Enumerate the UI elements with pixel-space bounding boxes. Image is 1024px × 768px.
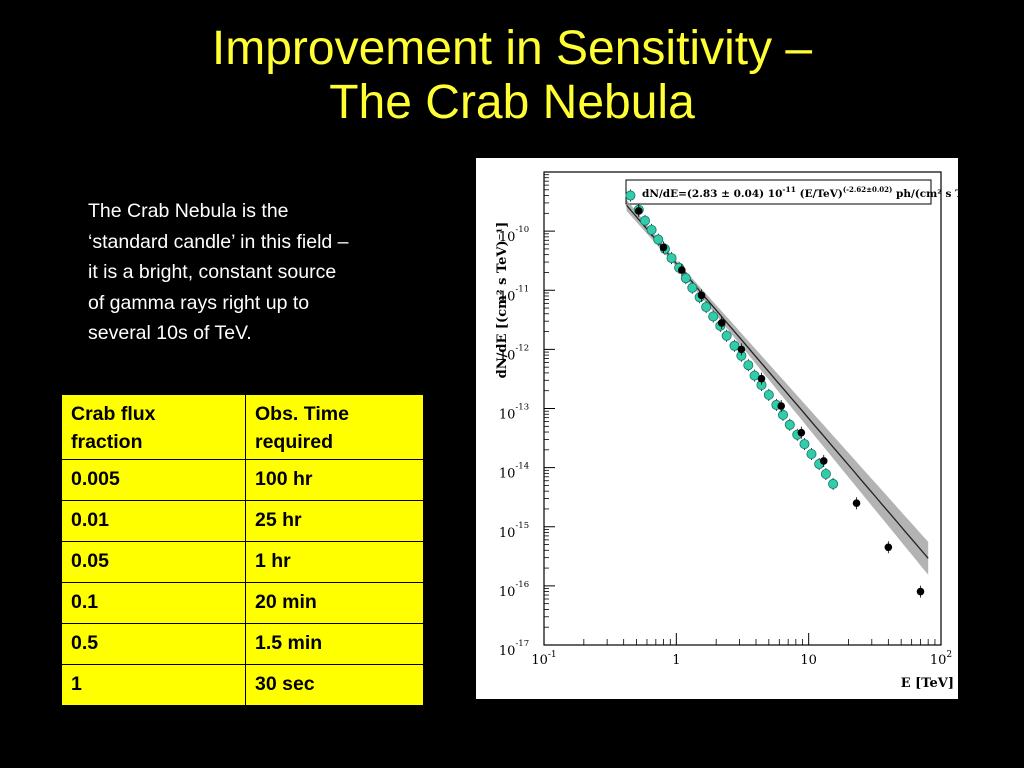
data-point-teal [778,409,789,420]
x-tick-label: 10 [800,653,817,668]
data-point-teal [743,360,754,371]
legend-text: dN/dE=(2.83 ± 0.04) 10-11 (E/TeV)(-2.62±… [642,185,958,200]
table-row: 0.5 1.5 min [61,623,424,665]
data-point-black [819,457,828,465]
y-tick-label: 10-15 [499,521,529,541]
description-line-3: it is a bright, constant source [88,261,337,283]
description-line-1: The Crab Nebula is the [88,200,289,222]
data-point-teal [729,340,740,351]
data-point-teal [646,224,657,235]
crab-flux-table: Crab flux fraction Obs. Time required 0.00… [61,394,424,706]
slide-title: Improvement in Sensitivity – The Crab Ne… [0,22,1024,130]
data-point-teal [640,215,651,226]
data-point-teal [763,389,774,400]
data-point-teal [721,330,732,341]
x-axis-label: E [TeV] [901,676,954,691]
y-tick-label: 10-11 [499,284,529,304]
x-tick-label: 102 [930,650,952,668]
data-point-black [916,587,925,596]
table-header-row: Crab flux fraction Obs. Time required [61,394,424,460]
description-line-5: several 10s of TeV. [88,322,252,344]
slide-title-line-2: The Crab Nebula [329,76,695,129]
legend-frame [625,179,932,205]
table-row: 0.05 1 hr [61,541,424,583]
data-point-black [678,266,686,274]
data-point-black [634,207,643,215]
plot-frame [543,171,942,646]
flux-fraction-cell: 0.005 [61,459,246,501]
y-tick-label: 10-16 [499,580,529,600]
data-point-teal [680,273,691,284]
data-point-teal [687,282,698,293]
table-row: 0.01 25 hr [61,500,424,542]
obs-time-cell: 100 hr [245,459,424,501]
data-point-black [697,291,706,300]
fit-legend-box: dN/dE=(2.83 ± 0.04) 10-11 (E/TeV)(-2.62±… [625,179,958,205]
header-crab-flux-fraction: Crab flux fraction [61,394,246,460]
obs-time-cell: 20 min [245,582,424,624]
crab-spectrum-plot: dN/dE [(cm² s TeV)⁻¹] E [TeV] dN/dE=(2.8… [476,158,958,699]
flux-fraction-cell: 1 [61,664,246,706]
header-obs-time-required: Obs. Time required [245,394,424,460]
flux-fraction-cell: 0.01 [61,500,246,542]
data-point-black [852,499,861,508]
y-tick-label: 10-14 [499,462,529,482]
data-point-teal [784,419,795,430]
data-point-black [659,243,668,252]
x-tick-label: 1 [672,653,680,668]
y-tick-label: 10-17 [499,639,529,659]
data-point-black [737,345,746,354]
data-point-black [884,543,893,552]
y-tick-label: 10-13 [499,403,529,423]
flux-fraction-cell: 0.5 [61,623,246,665]
table-row: 0.1 20 min [61,582,424,624]
description-line-4: of gamma rays right up to [88,291,310,314]
data-point-black [717,319,726,327]
data-point-teal [701,302,712,313]
data-point-teal [749,370,760,381]
slide-title-line-1: Improvement in Sensitivity – [211,22,813,75]
data-point-teal [625,190,636,201]
obs-time-cell: 25 hr [245,500,424,542]
obs-time-cell: 30 sec [245,664,424,706]
data-point-black [777,402,785,410]
table-row: 0.005 100 hr [61,459,424,501]
data-point-teal [828,478,839,489]
data-point-teal [806,448,817,459]
y-axis-label: dN/dE [(cm² s TeV)⁻¹] [495,222,510,379]
description-line-2: ‘standard candle’ in this field – [88,230,349,253]
obs-time-cell: 1.5 min [245,623,424,665]
description-text: The Crab Nebula is the ‘standard candle’… [88,196,438,349]
x-tick-label: 10-1 [531,650,556,668]
data-point-teal [708,311,719,322]
y-tick-label: 10-10 [499,225,529,245]
obs-time-cell: 1 hr [245,541,424,583]
flux-fraction-cell: 0.1 [61,582,246,624]
spectrum-plot-svg: dN/dE [(cm² s TeV)⁻¹] E [TeV] dN/dE=(2.8… [495,171,958,691]
data-point-black [757,374,766,383]
y-tick-label: 10-12 [499,343,529,363]
data-point-black [797,428,806,437]
table-row: 1 30 sec [61,664,424,706]
data-point-teal [653,234,664,245]
data-point-teal [799,439,810,450]
data-point-teal [666,253,677,264]
data-point-teal [820,469,831,480]
flux-fraction-cell: 0.05 [61,541,246,583]
